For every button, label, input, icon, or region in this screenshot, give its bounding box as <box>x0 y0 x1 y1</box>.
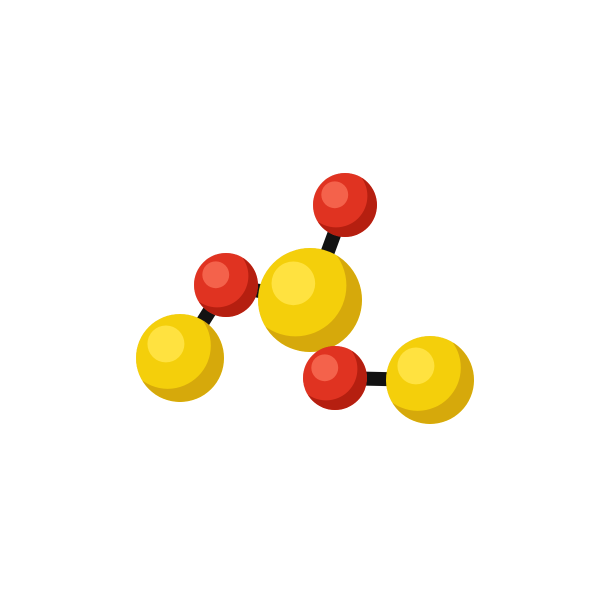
atom-red <box>305 165 377 237</box>
atoms-layer <box>125 165 474 424</box>
atom-red <box>186 245 258 317</box>
atom-yellow <box>244 234 362 352</box>
molecule-diagram <box>0 0 600 600</box>
atom-yellow <box>375 325 474 424</box>
